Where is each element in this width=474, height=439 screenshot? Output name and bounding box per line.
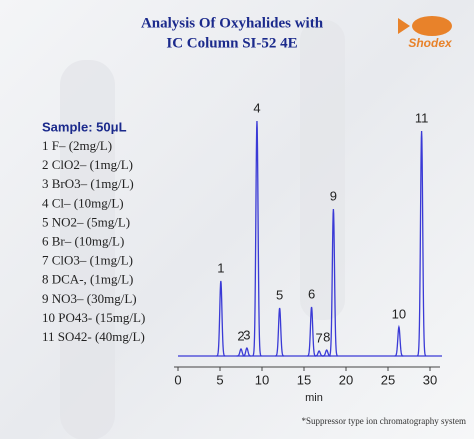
background-column: [300, 20, 345, 320]
sample-item: 2 ClO2– (1mg/L): [42, 157, 133, 172]
peak-label: 6: [308, 286, 315, 301]
x-tick-label: 0: [174, 372, 181, 387]
sample-item: 10 PO43- (15mg/L): [42, 310, 145, 325]
logo-fin: [398, 18, 410, 34]
peak-label: 10: [392, 306, 406, 321]
x-tick-label: 5: [216, 372, 223, 387]
x-axis-label: min: [305, 392, 323, 404]
footnote: *Suppressor type ion chromatography syst…: [302, 416, 466, 426]
sample-item: 1 F– (2mg/L): [42, 138, 112, 153]
sample-item: 9 NO3– (30mg/L): [42, 291, 137, 306]
x-tick-label: 25: [381, 372, 395, 387]
peak: [328, 208, 338, 357]
peak-label: 9: [330, 188, 337, 203]
sample-item: 3 BrO3– (1mg/L): [42, 176, 134, 191]
peak: [416, 130, 427, 357]
sample-item: 7 ClO3– (1mg/L): [42, 253, 133, 268]
logo-fish: [412, 16, 452, 36]
sample-item: 6 Br– (10mg/L): [42, 233, 124, 248]
peak: [314, 350, 324, 357]
x-tick-label: 30: [423, 372, 437, 387]
sample-item: 11 SO42- (40mg/L): [42, 329, 145, 344]
peak-label: 11: [415, 110, 429, 125]
peak: [242, 347, 252, 357]
title-line: Analysis Of Oxyhalides with: [141, 15, 324, 31]
sample-heading: Sample: 50μL: [42, 119, 127, 134]
peak: [394, 324, 404, 357]
peak-label: 7: [316, 330, 323, 345]
logo-text: Shodex: [408, 36, 453, 50]
x-tick-label: 10: [255, 372, 269, 387]
peak: [307, 306, 316, 357]
x-tick-label: 15: [297, 372, 311, 387]
peak: [252, 120, 262, 357]
peak-label: 4: [253, 100, 260, 115]
peak-label: 5: [276, 287, 283, 302]
sample-item: 4 Cl– (10mg/L): [42, 195, 124, 210]
title-line: IC Column SI-52 4E: [166, 35, 297, 51]
peak-label: 1: [217, 260, 224, 275]
background-column: [60, 60, 115, 439]
peak-label: 3: [243, 327, 250, 342]
peak: [216, 280, 226, 357]
peak-label: 8: [323, 329, 330, 344]
sample-item: 5 NO2– (5mg/L): [42, 214, 130, 229]
sample-item: 8 DCA-, (1mg/L): [42, 272, 133, 287]
peak: [275, 307, 285, 357]
x-tick-label: 20: [339, 372, 353, 387]
peak-label: 2: [237, 328, 244, 343]
